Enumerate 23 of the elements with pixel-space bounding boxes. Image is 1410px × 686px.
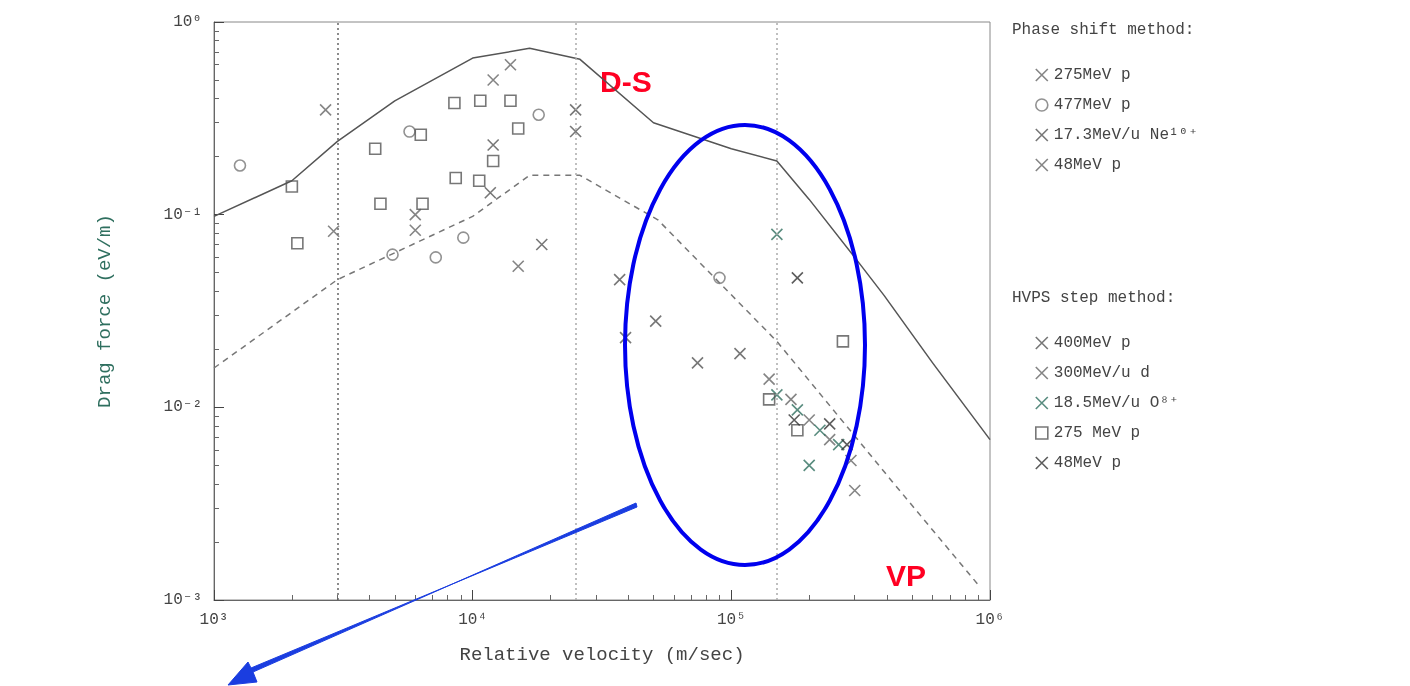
legend-label: 300MeV/u d	[1053, 364, 1150, 382]
legend-label: 48MeV p	[1053, 156, 1122, 174]
x-tick-label: 10⁶	[975, 611, 1005, 629]
legend-label: 17.3MeV/u Ne¹⁰⁺	[1053, 126, 1198, 144]
annotation: VP	[886, 558, 927, 592]
x-tick-label: 10⁵	[716, 611, 746, 629]
x-tick-label: 10⁴	[458, 611, 488, 629]
text: Phase shift method:	[1012, 21, 1195, 39]
x-tick-label: 10³	[199, 611, 229, 629]
annotation: D-S	[600, 64, 652, 98]
legend-label: 477MeV p	[1053, 96, 1131, 114]
x-axis-title: Relative velocity (m/sec)	[459, 643, 745, 666]
legend-label: 18.5MeV/u O⁸⁺	[1053, 394, 1179, 412]
legend-label: 400MeV p	[1053, 334, 1131, 352]
y-tick-label: 10⁻¹	[163, 205, 202, 224]
legend-label: 275MeV p	[1053, 66, 1131, 84]
text: HVPS step method:	[1012, 289, 1176, 307]
y-tick-label: 10⁻²	[163, 398, 202, 417]
y-tick-label: 10⁻³	[163, 591, 202, 609]
legend-label: 48MeV p	[1053, 454, 1122, 472]
y-axis-title: Drag force (eV/m)	[93, 214, 116, 408]
legend-label: 275 MeV p	[1053, 424, 1141, 442]
y-tick-label: 10⁰	[173, 13, 202, 31]
